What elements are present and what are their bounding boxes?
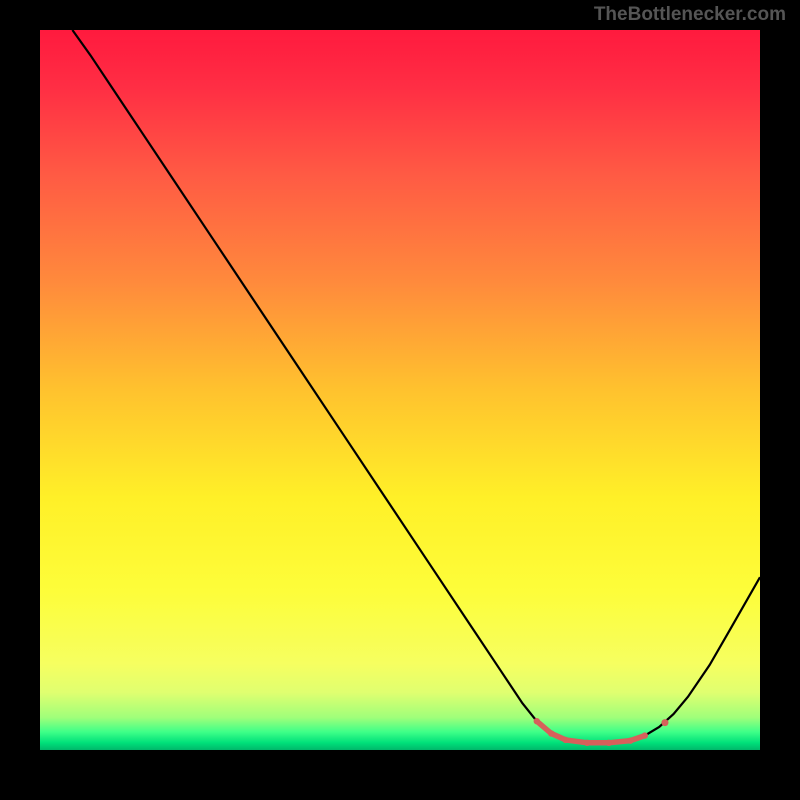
curve-layer [40, 30, 760, 750]
bottleneck-curve [72, 30, 760, 743]
plateau-end-dot [661, 719, 668, 726]
watermark-text: TheBottlenecker.com [594, 4, 786, 26]
plot-area [40, 30, 760, 750]
